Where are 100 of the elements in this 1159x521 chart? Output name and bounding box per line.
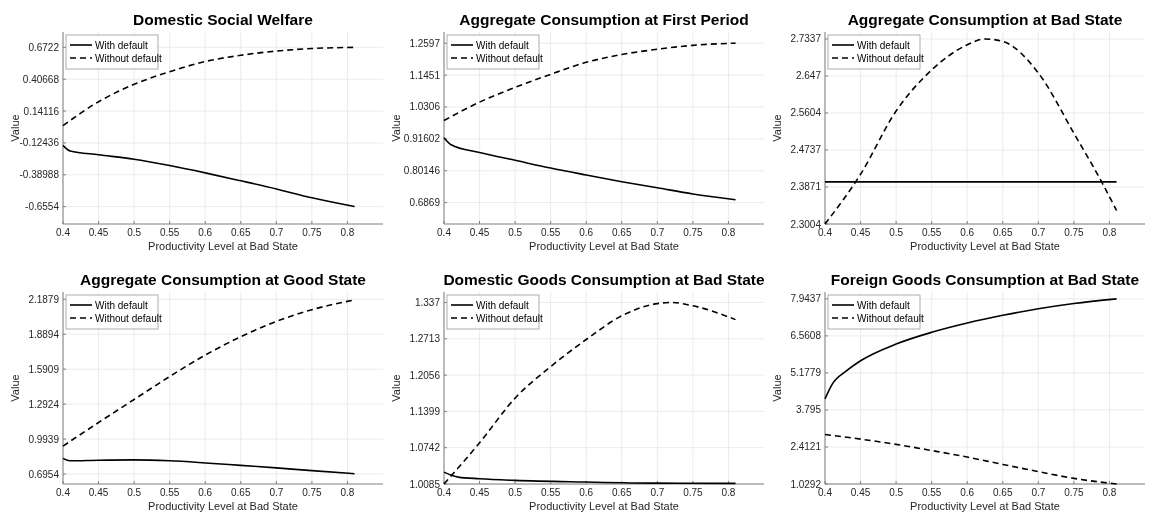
y-tick-label: 2.4121 [790,441,822,453]
x-tick-label: 0.65 [231,227,251,238]
y-tick-label: 6.5608 [790,330,822,342]
y-tick-label: 2.3871 [790,181,822,193]
legend-label: With default [95,299,149,311]
y-tick-label: 2.5604 [790,107,822,119]
x-tick-label: 0.75 [302,487,323,498]
x-tick-label: 0.7 [269,487,284,498]
y-tick-label: 2.647 [795,70,822,82]
x-tick-label: 0.8 [340,227,355,238]
y-axis-title: Value [390,114,402,142]
y-tick-label: 0.80146 [403,165,441,177]
x-tick-label: 0.75 [683,227,704,238]
x-tick-label: 0.55 [540,227,561,238]
y-tick-label: 2.1879 [28,293,60,305]
x-tick-label: 0.6 [579,487,594,498]
line-series [443,42,737,122]
y-tick-label: 1.2924 [28,398,60,410]
chart-title: Aggregate Consumption at Good State [80,271,367,288]
x-tick-label: 0.65 [993,487,1013,498]
x-axis-title: Productivity Level at Bad State [910,240,1060,252]
x-tick-label: 0.4 [437,487,452,498]
legend-label: With default [857,299,911,311]
legend-label: Without default [476,52,543,64]
y-tick-label: 1.0742 [409,442,441,454]
y-tick-label: 1.2597 [409,37,441,49]
x-tick-label: 0.8 [1102,227,1117,238]
x-tick-label: 0.5 [127,227,142,238]
y-tick-label: 0.6869 [409,197,441,209]
legend-label: Without default [95,312,162,324]
y-tick-label: 3.795 [795,404,822,416]
legend-label: Without default [857,312,924,324]
chart-title: Domestic Social Welfare [133,11,314,28]
x-tick-label: 0.55 [921,227,942,238]
x-tick-label: 0.5 [889,487,904,498]
x-tick-label: 0.5 [508,487,523,498]
x-axis-title: Productivity Level at Bad State [529,240,679,252]
x-tick-label: 0.55 [540,487,561,498]
y-tick-label: 1.0292 [790,478,822,490]
y-tick-label: 1.0306 [409,101,441,113]
x-axis-title: Productivity Level at Bad State [529,500,679,512]
x-tick-label: 0.8 [340,487,355,498]
y-tick-label: 0.40668 [22,73,60,85]
y-tick-label: 1.5909 [28,363,60,375]
y-tick-label: 0.6722 [28,41,60,53]
x-tick-label: 0.8 [1102,487,1117,498]
line-series [443,136,737,201]
x-tick-label: 0.5 [127,487,142,498]
line-series [443,301,737,485]
x-tick-label: 0.75 [1064,487,1085,498]
x-tick-label: 0.4 [818,227,833,238]
line-series [62,144,356,208]
x-tick-label: 0.6 [960,227,975,238]
y-tick-label: 2.7337 [790,33,822,45]
legend-label: Without default [95,52,162,64]
y-tick-label: 5.1779 [790,367,822,379]
x-tick-label: 0.5 [889,227,904,238]
chart-title: Aggregate Consumption at Bad State [847,11,1123,28]
y-tick-label: 0.14116 [23,105,60,117]
x-tick-label: 0.45 [88,487,109,498]
x-tick-label: 0.45 [469,487,490,498]
x-tick-label: 0.6 [198,487,213,498]
y-axis-title: Value [9,374,21,402]
y-tick-label: 1.2713 [409,333,441,345]
y-axis-title: Value [390,374,402,402]
legend-label: Without default [476,312,543,324]
x-tick-label: 0.65 [612,487,632,498]
x-tick-label: 0.8 [721,227,736,238]
line-series [824,38,1118,225]
legend-label: Without default [857,52,924,64]
chart-title: Foreign Goods Consumption at Bad State [830,271,1140,288]
y-tick-label: 1.2056 [409,369,441,381]
x-tick-label: 0.45 [850,227,871,238]
chart-title: Aggregate Consumption at First Period [459,11,749,28]
x-tick-label: 0.7 [269,227,284,238]
y-axis-title: Value [771,374,783,402]
legend-label: With default [857,39,911,51]
x-tick-label: 0.75 [1064,227,1085,238]
y-tick-label: 1.1399 [409,405,441,417]
x-axis-title: Productivity Level at Bad State [148,500,298,512]
x-tick-label: 0.7 [1031,487,1046,498]
x-axis-title: Productivity Level at Bad State [148,240,298,252]
x-tick-label: 0.55 [921,487,942,498]
x-tick-label: 0.75 [683,487,704,498]
x-tick-label: 0.65 [993,227,1013,238]
x-tick-label: 0.8 [721,487,736,498]
x-tick-label: 0.75 [302,227,323,238]
y-axis-title: Value [771,114,783,142]
x-tick-label: 0.5 [508,227,523,238]
x-tick-label: 0.65 [231,487,251,498]
y-tick-label: 7.9437 [790,293,822,305]
x-tick-label: 0.6 [198,227,213,238]
y-tick-label: -0.6554 [25,201,60,213]
x-tick-label: 0.7 [650,227,665,238]
legend-label: With default [476,39,530,51]
x-tick-label: 0.6 [579,227,594,238]
legend-label: With default [476,299,530,311]
x-tick-label: 0.55 [159,227,180,238]
x-tick-label: 0.4 [56,487,71,498]
x-tick-label: 0.4 [437,227,452,238]
